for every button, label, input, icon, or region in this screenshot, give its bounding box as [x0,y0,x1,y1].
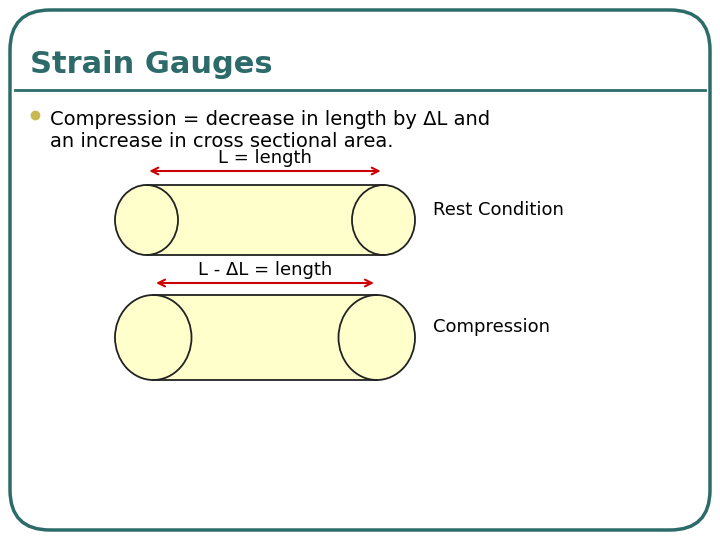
Text: L = length: L = length [218,149,312,167]
Bar [153,295,377,380]
Text: Strain Gauges: Strain Gauges [30,50,273,79]
Ellipse shape [352,185,415,255]
Bar [146,185,384,255]
Text: Compression: Compression [433,319,550,336]
Ellipse shape [115,295,192,380]
Text: Compression = decrease in length by ΔL and: Compression = decrease in length by ΔL a… [50,110,490,129]
Text: an increase in cross sectional area.: an increase in cross sectional area. [50,132,394,151]
Ellipse shape [338,295,415,380]
Text: Rest Condition: Rest Condition [433,201,564,219]
FancyBboxPatch shape [10,10,710,530]
Ellipse shape [115,185,178,255]
Text: L - ΔL = length: L - ΔL = length [198,261,332,279]
